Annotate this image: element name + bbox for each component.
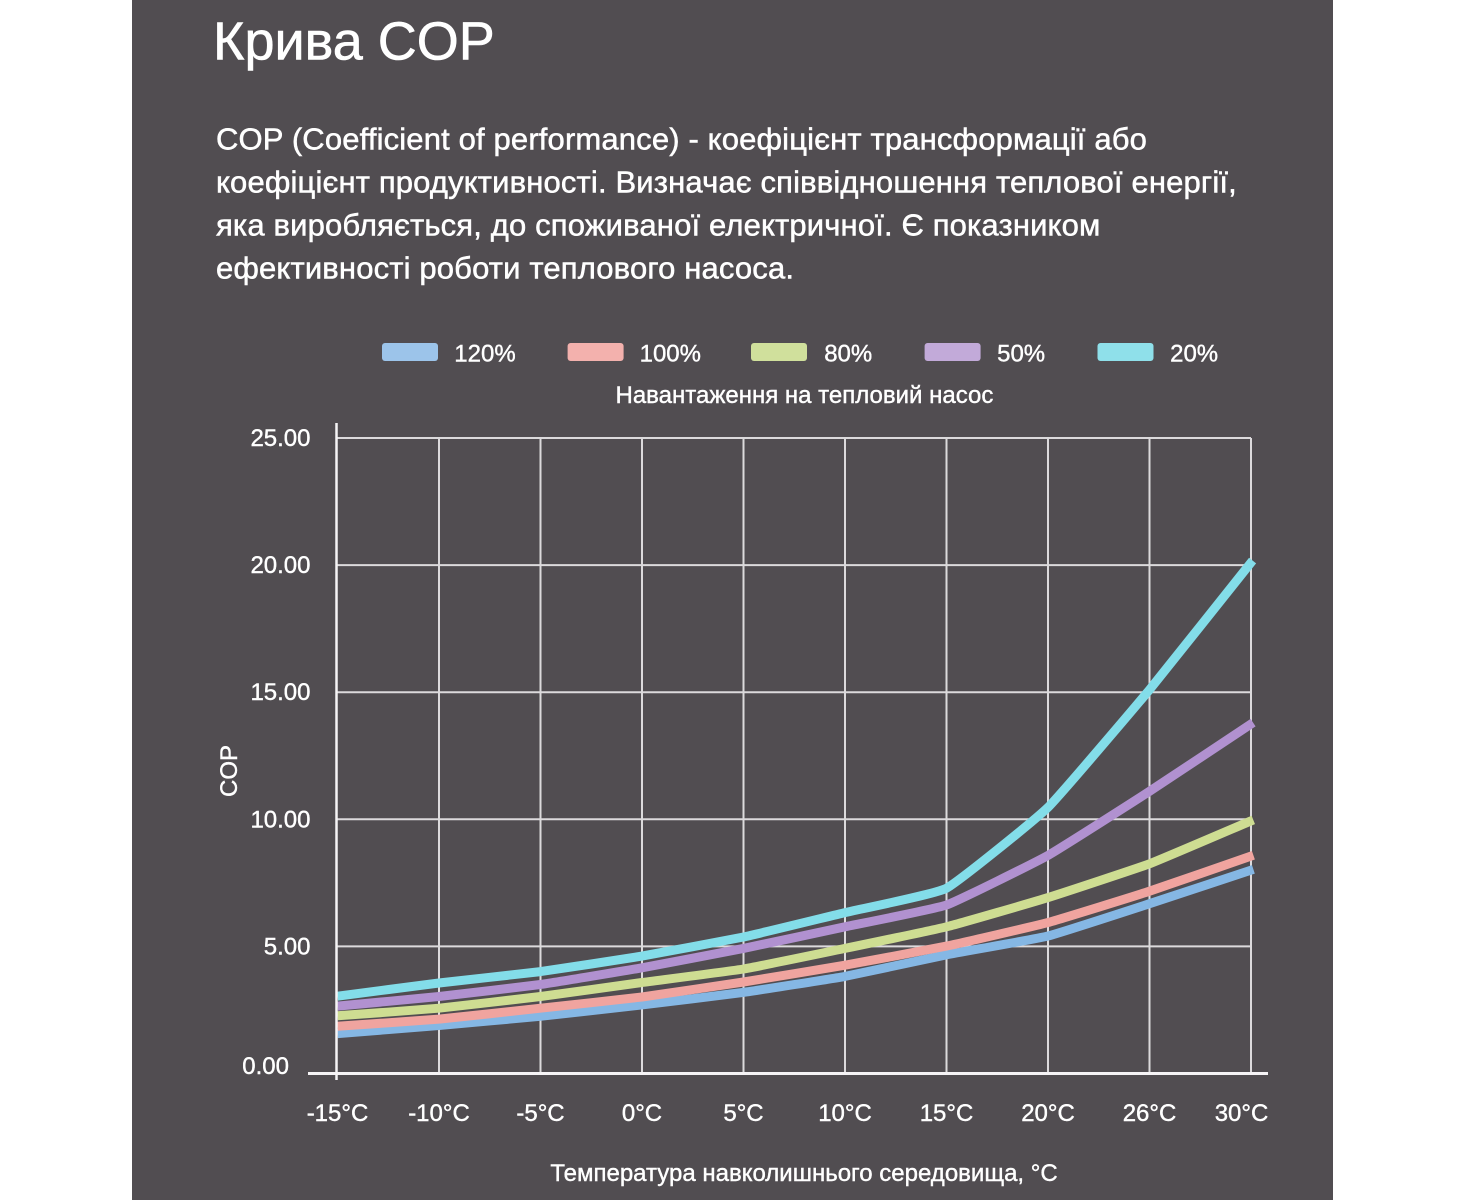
svg-text:10.00: 10.00 <box>250 806 310 833</box>
svg-text:Температура навколишнього сере: Температура навколишнього середовища, °C <box>550 1160 1057 1187</box>
svg-text:яка виробляється, до споживано: яка виробляється, до споживаної електрич… <box>216 207 1100 242</box>
svg-text:10°C: 10°C <box>818 1100 872 1127</box>
svg-text:-5°C: -5°C <box>516 1100 564 1127</box>
svg-text:15°C: 15°C <box>920 1100 974 1127</box>
svg-text:100%: 100% <box>640 341 701 368</box>
svg-text:5°C: 5°C <box>723 1100 763 1127</box>
svg-text:15.00: 15.00 <box>250 679 310 706</box>
svg-text:20%: 20% <box>1170 341 1218 368</box>
svg-text:120%: 120% <box>454 341 515 368</box>
svg-text:80%: 80% <box>824 341 872 368</box>
svg-text:Крива COP: Крива COP <box>213 12 495 72</box>
svg-text:ефективності роботи теплового: ефективності роботи теплового насоса. <box>216 250 794 285</box>
svg-text:-15°C: -15°C <box>307 1100 369 1127</box>
svg-text:-10°C: -10°C <box>408 1100 470 1127</box>
svg-text:26°C: 26°C <box>1123 1100 1177 1127</box>
svg-text:коефіцієнт продуктивності. Виз: коефіцієнт продуктивності. Визначає спів… <box>216 164 1237 199</box>
svg-text:30°C: 30°C <box>1215 1100 1269 1127</box>
svg-text:5.00: 5.00 <box>264 933 311 960</box>
svg-text:20°C: 20°C <box>1021 1100 1075 1127</box>
svg-text:20.00: 20.00 <box>250 552 310 579</box>
svg-text:25.00: 25.00 <box>250 425 310 452</box>
svg-text:COP: COP <box>216 745 243 797</box>
svg-text:0.00: 0.00 <box>242 1053 289 1080</box>
svg-text:COP (Coefficient of performanc: COP (Coefficient of performance) - коефі… <box>216 121 1147 156</box>
svg-text:50%: 50% <box>997 341 1045 368</box>
svg-text:0°C: 0°C <box>622 1100 662 1127</box>
svg-text:Навантаження на тепловий насос: Навантаження на тепловий насос <box>616 382 994 409</box>
